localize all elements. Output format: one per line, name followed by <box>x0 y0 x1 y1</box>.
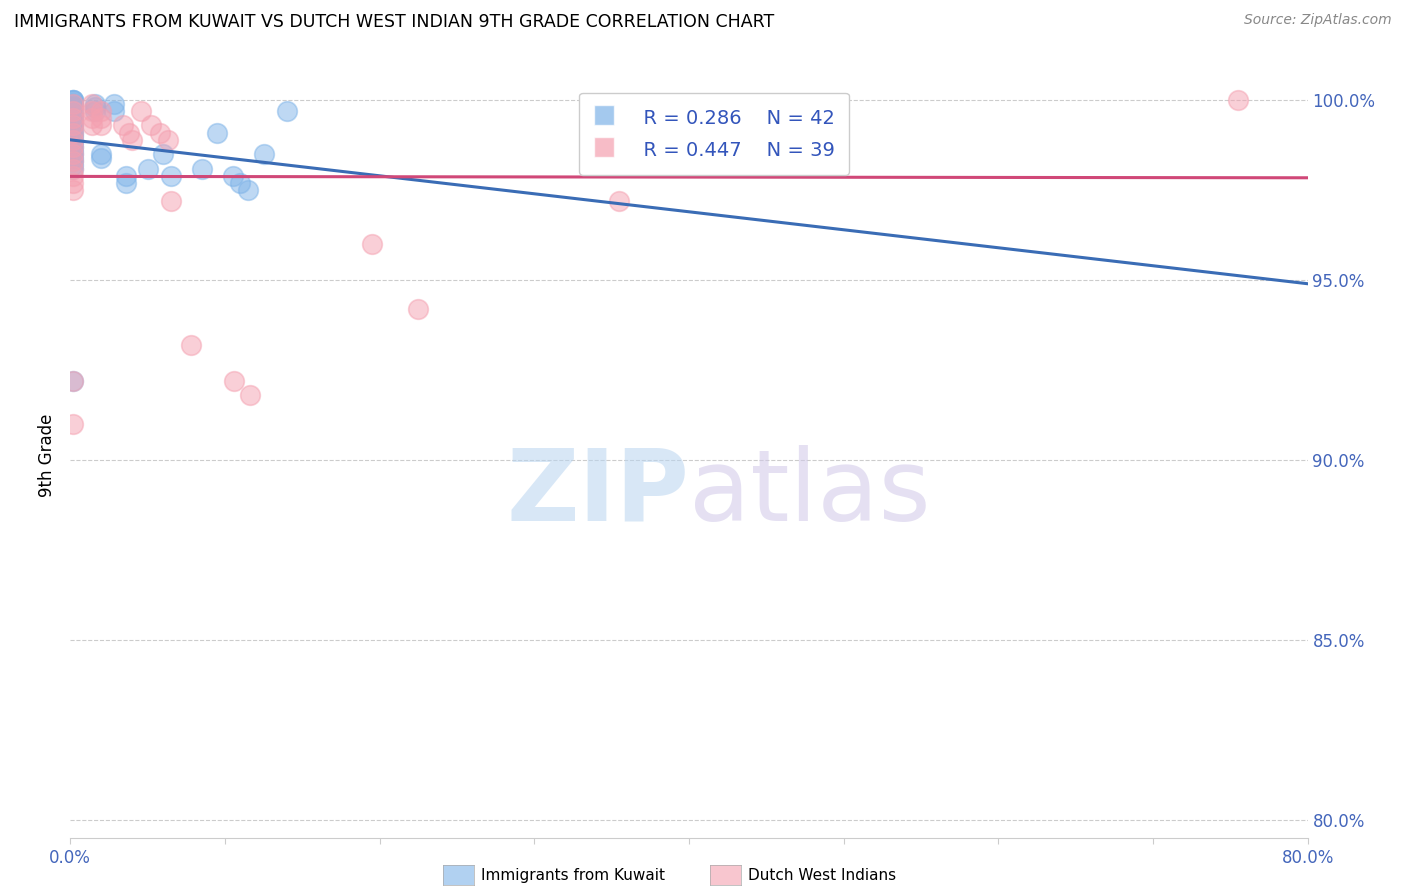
Point <box>84 103 107 118</box>
Point <box>62 111 84 125</box>
Point <box>238 183 260 197</box>
Point <box>139 119 162 133</box>
Point <box>408 301 430 316</box>
Point <box>62 96 84 111</box>
Point <box>62 93 84 107</box>
Point <box>62 183 84 197</box>
Point <box>152 147 174 161</box>
Point <box>361 237 384 252</box>
Point <box>160 194 183 208</box>
Point <box>84 96 107 111</box>
Point <box>640 119 662 133</box>
Text: atlas: atlas <box>689 445 931 541</box>
Point <box>62 161 84 176</box>
Point <box>62 133 84 147</box>
Point <box>62 126 84 140</box>
Point <box>62 154 84 169</box>
Point <box>62 140 84 154</box>
Point <box>62 147 84 161</box>
Point <box>62 129 84 144</box>
Point <box>62 111 84 125</box>
Point <box>62 100 84 114</box>
Point <box>733 140 755 154</box>
Point <box>62 169 84 183</box>
Point <box>80 96 103 111</box>
Point <box>111 119 134 133</box>
Point <box>609 194 631 208</box>
Point <box>62 96 84 111</box>
Point <box>62 144 84 158</box>
Point <box>62 151 84 165</box>
Point <box>90 119 112 133</box>
Point <box>84 100 107 114</box>
Point <box>80 103 103 118</box>
Point <box>62 147 84 161</box>
Point <box>62 417 84 432</box>
Text: ZIP: ZIP <box>506 445 689 541</box>
Text: Dutch West Indians: Dutch West Indians <box>748 869 896 883</box>
Point <box>224 374 246 388</box>
Point <box>90 103 112 118</box>
Point <box>62 154 84 169</box>
Point <box>253 147 276 161</box>
Point <box>80 119 103 133</box>
Point <box>1227 93 1250 107</box>
Point <box>62 103 84 118</box>
Text: Source: ZipAtlas.com: Source: ZipAtlas.com <box>1244 13 1392 28</box>
Point <box>115 176 138 190</box>
Y-axis label: 9th Grade: 9th Grade <box>38 413 56 497</box>
Point <box>62 107 84 121</box>
Point <box>62 93 84 107</box>
Point <box>62 374 84 388</box>
Text: Immigrants from Kuwait: Immigrants from Kuwait <box>481 869 665 883</box>
Point <box>62 103 84 118</box>
Point <box>136 161 159 176</box>
Point <box>62 126 84 140</box>
Point <box>62 119 84 133</box>
Point <box>115 169 138 183</box>
Point <box>62 93 84 107</box>
Point <box>229 176 252 190</box>
Point <box>191 161 214 176</box>
Point <box>118 126 141 140</box>
Point <box>62 122 84 136</box>
Point <box>62 115 84 129</box>
Point <box>90 151 112 165</box>
Point <box>80 111 103 125</box>
Point <box>121 133 143 147</box>
Point <box>62 161 84 176</box>
Point <box>207 126 229 140</box>
Point <box>62 136 84 151</box>
Point <box>90 111 112 125</box>
Point <box>62 374 84 388</box>
Point <box>149 126 172 140</box>
Point <box>103 103 125 118</box>
Point <box>222 169 245 183</box>
Point <box>62 140 84 154</box>
Text: IMMIGRANTS FROM KUWAIT VS DUTCH WEST INDIAN 9TH GRADE CORRELATION CHART: IMMIGRANTS FROM KUWAIT VS DUTCH WEST IND… <box>14 13 775 31</box>
Point <box>62 119 84 133</box>
Point <box>160 169 183 183</box>
Point <box>103 96 125 111</box>
Point <box>276 103 298 118</box>
Legend:   R = 0.286    N = 42,   R = 0.447    N = 39: R = 0.286 N = 42, R = 0.447 N = 39 <box>579 93 849 175</box>
Point <box>90 147 112 161</box>
Point <box>131 103 153 118</box>
Point <box>62 133 84 147</box>
Point <box>156 133 179 147</box>
Point <box>180 338 202 352</box>
Point <box>239 388 262 402</box>
Point <box>62 176 84 190</box>
Point <box>62 158 84 172</box>
